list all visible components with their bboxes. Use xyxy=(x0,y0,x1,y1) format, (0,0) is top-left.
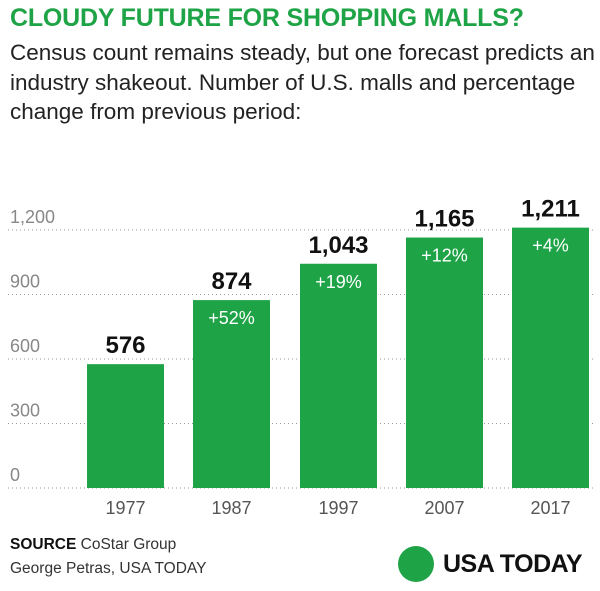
y-tick-label: 0 xyxy=(10,465,20,485)
source-block: SOURCE CoStar Group George Petras, USA T… xyxy=(10,533,206,581)
bar xyxy=(300,263,377,488)
bar-change-label: +19% xyxy=(315,272,362,292)
x-tick-label: 1987 xyxy=(211,498,251,518)
y-tick-label: 600 xyxy=(10,336,40,356)
bar xyxy=(512,227,589,488)
brand-dot-icon xyxy=(398,546,434,582)
bar-value-label: 1,165 xyxy=(414,206,474,233)
x-tick-label: 1997 xyxy=(318,498,358,518)
chart-title: CLOUDY FUTURE FOR SHOPPING MALLS? xyxy=(10,4,524,32)
bar-change-label: +52% xyxy=(208,308,255,328)
y-tick-label: 300 xyxy=(10,401,40,421)
source-text: CoStar Group xyxy=(80,536,177,553)
bar-chart: 0 300 600 900 1,200 576 1977 874 +52% 1987 1,043 +1… xyxy=(8,196,594,518)
bar-change-label: +4% xyxy=(532,236,569,256)
x-tick-label: 1977 xyxy=(105,498,145,518)
x-tick-label: 2007 xyxy=(424,498,464,518)
brand-logo: USA TODAY xyxy=(398,545,583,583)
credit-line: George Petras, USA TODAY xyxy=(10,560,207,577)
bar xyxy=(406,237,483,488)
source-line: SOURCE CoStar Group xyxy=(10,533,206,557)
y-tick-label: 900 xyxy=(10,272,40,292)
bar-value-label: 576 xyxy=(105,332,145,359)
bar-change-label: +12% xyxy=(421,246,468,266)
x-tick-label: 2017 xyxy=(530,498,570,518)
bar-value-label: 1,211 xyxy=(521,196,580,223)
bar xyxy=(193,300,270,488)
bar-value-label: 874 xyxy=(211,268,252,295)
bar-value-label: 1,043 xyxy=(308,232,368,259)
bar xyxy=(87,364,164,488)
source-label: SOURCE xyxy=(10,536,77,553)
y-tick-label: 1,200 xyxy=(10,207,55,227)
brand-name: USA TODAY xyxy=(443,549,583,578)
chart-subtitle: Census count remains steady, but one for… xyxy=(10,40,595,124)
